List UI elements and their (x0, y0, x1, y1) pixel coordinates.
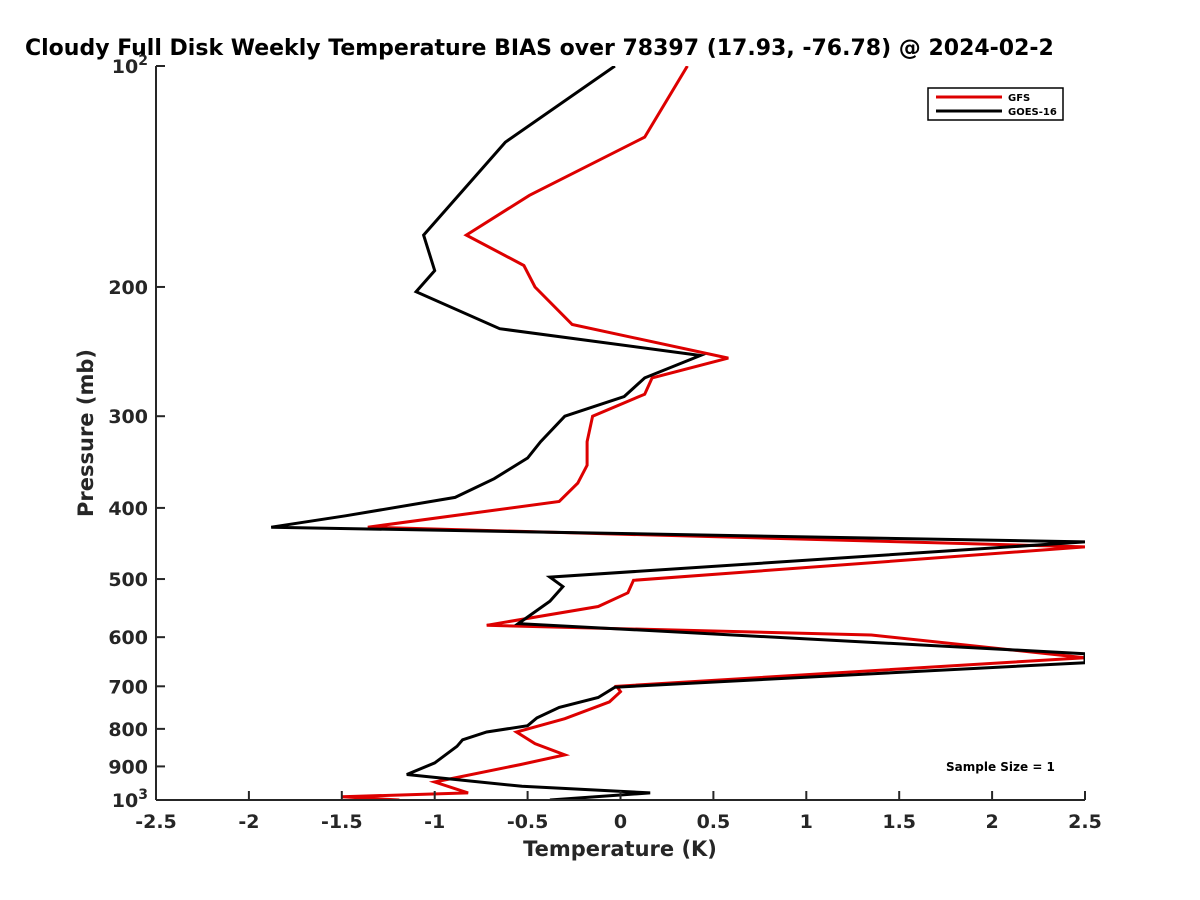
legend-label: GFS (1008, 93, 1030, 104)
y-tick-label: 300 (108, 406, 148, 428)
y-tick-label: 800 (108, 719, 148, 741)
x-tick-label: 0.5 (697, 811, 731, 833)
x-tick-label: 2 (985, 811, 998, 833)
legend-label: GOES-16 (1008, 107, 1057, 118)
y-axis-label: Pressure (mb) (74, 349, 98, 517)
x-tick-label: -2 (238, 811, 259, 833)
y-tick-label: 103 (112, 787, 148, 812)
y-tick-label: 400 (108, 498, 148, 520)
sample-size-annotation: Sample Size = 1 (946, 760, 1055, 774)
legend: GFS GOES-16 (927, 87, 1064, 121)
x-tick-label: -1.5 (321, 811, 363, 833)
x-axis-label: Temperature (K) (523, 837, 717, 861)
y-tick-label: 900 (108, 756, 148, 778)
series-layer (270, 66, 1085, 800)
x-tick-label: -0.5 (507, 811, 549, 833)
x-tick-label: -2.5 (135, 811, 177, 833)
x-tick-label: 2.5 (1068, 811, 1102, 833)
x-tick-label: 0 (614, 811, 627, 833)
y-tick-label: 200 (108, 277, 148, 299)
ticks-layer: -2.5 -2 -1.5 -1 -0.5 0 0.5 1 1.5 2 2.5 102 200 300 400… (108, 53, 1102, 833)
series-line-gfs (341, 66, 1085, 800)
x-tick-label: -1 (424, 811, 445, 833)
chart-title: Cloudy Full Disk Weekly Temperature BIAS… (25, 36, 1054, 61)
legend-box (927, 87, 1064, 121)
y-tick-label: 500 (108, 569, 148, 591)
x-tick-label: 1.5 (882, 811, 916, 833)
y-tick-label: 700 (108, 676, 148, 698)
y-tick-label: 600 (108, 627, 148, 649)
series-line-goes-16 (270, 66, 1085, 800)
x-tick-label: 1 (800, 811, 813, 833)
y-tick-label: 102 (112, 53, 148, 78)
